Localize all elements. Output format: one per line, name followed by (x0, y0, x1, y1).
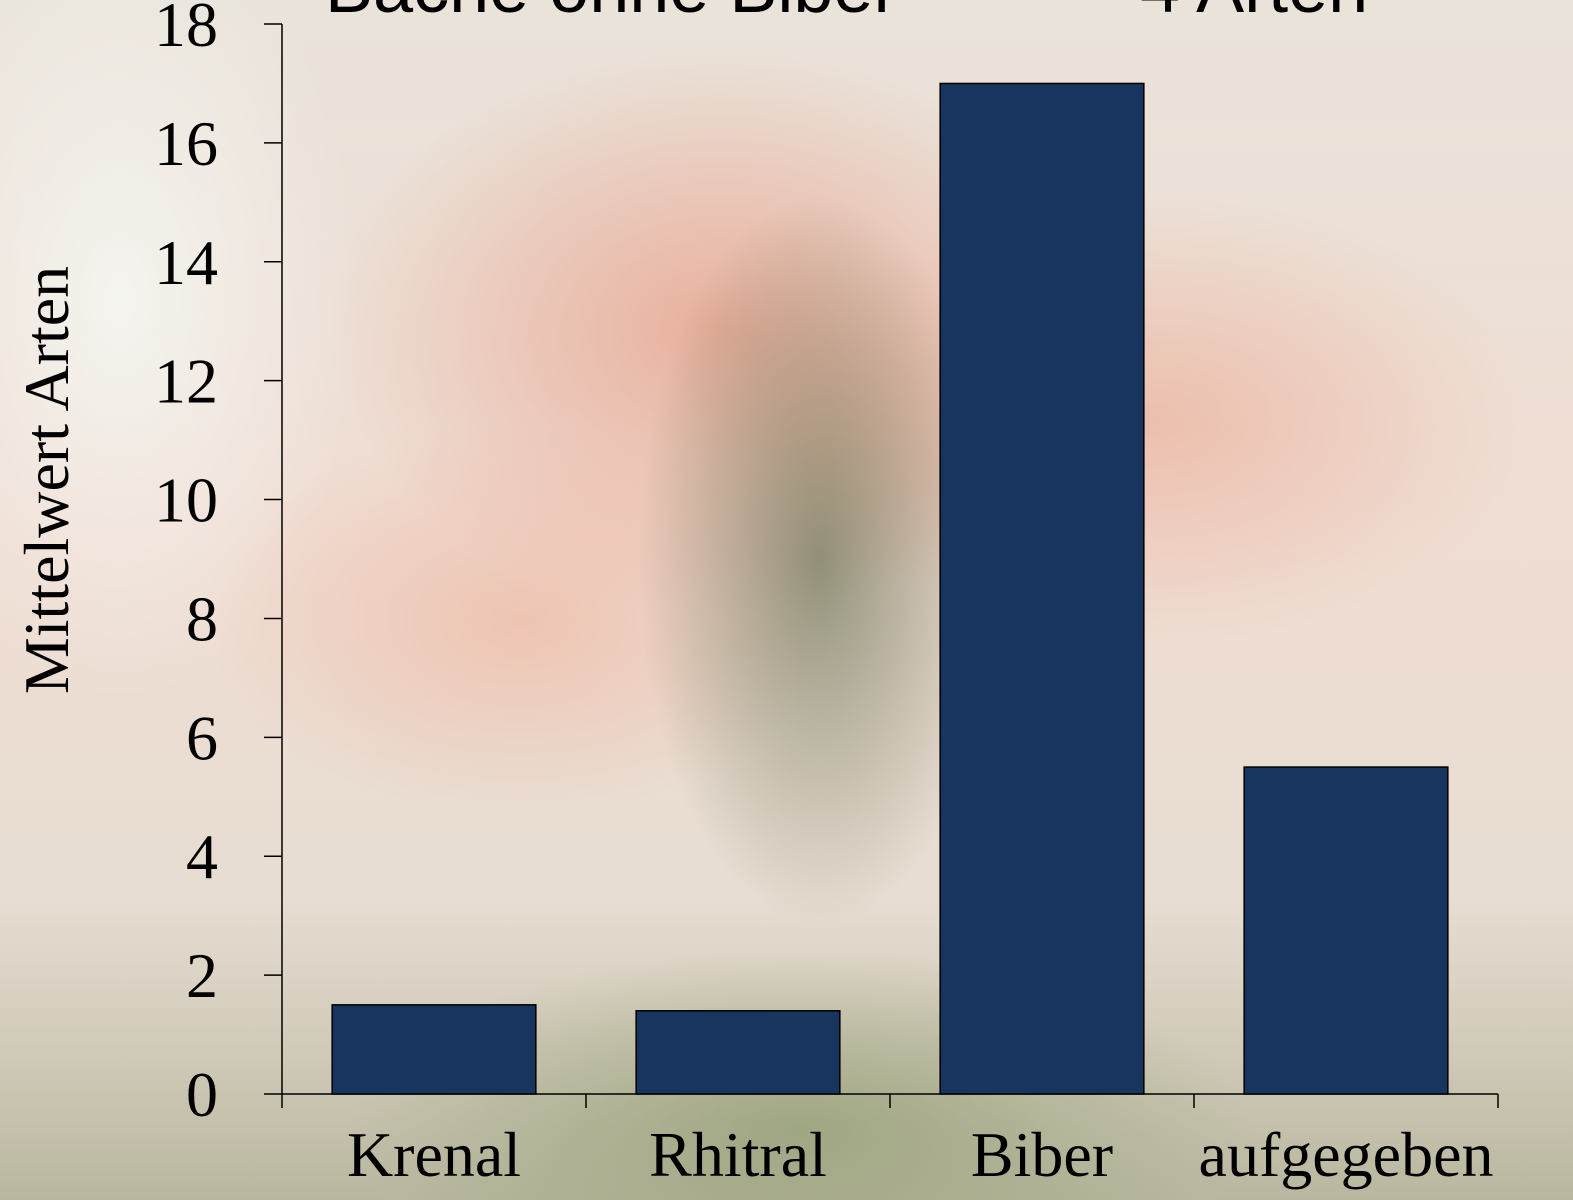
bar (1243, 766, 1449, 1095)
y-tick-label: 6 (186, 702, 218, 773)
annotation: Bäche ohne Biber (325, 0, 897, 28)
bar (635, 1010, 841, 1095)
x-tick-label: Biber (971, 1119, 1113, 1190)
y-tick-label: 16 (154, 108, 218, 179)
y-tick-label: 12 (154, 346, 218, 417)
bar (939, 82, 1145, 1095)
y-tick-label: 0 (186, 1059, 218, 1130)
y-tick-label: 14 (154, 227, 218, 298)
x-tick-label: aufgegeben (1199, 1119, 1494, 1190)
x-tick-label: Krenal (347, 1119, 521, 1190)
y-tick-label: 2 (186, 940, 218, 1011)
annotation: 4 Arten (1140, 0, 1368, 28)
x-tick-label: Rhitral (649, 1119, 827, 1190)
bar (331, 1004, 537, 1095)
y-tick-label: 10 (154, 465, 218, 536)
y-tick-label: 18 (154, 0, 218, 60)
y-axis-label: Mittelwert Arten (11, 266, 82, 694)
y-tick-label: 8 (186, 583, 218, 654)
y-tick-label: 4 (186, 821, 218, 892)
